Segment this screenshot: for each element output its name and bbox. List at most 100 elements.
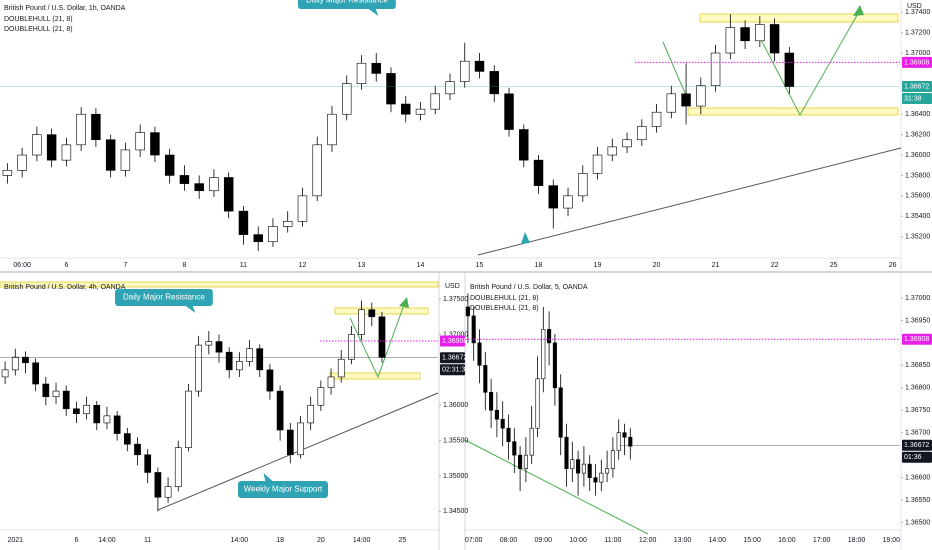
support-zone xyxy=(687,107,899,116)
candle-body xyxy=(337,358,345,378)
countdown-tag xyxy=(902,92,932,104)
candle-body xyxy=(327,113,337,146)
candle-body xyxy=(519,129,529,161)
candle-body xyxy=(622,139,632,148)
candle-body xyxy=(541,329,546,380)
y-tick-label: 1.36950 xyxy=(905,317,930,324)
candle-body xyxy=(548,185,559,209)
price-tag-label: 1.36908 xyxy=(904,336,929,343)
candle-body xyxy=(415,108,426,115)
x-tick-label: 20 xyxy=(317,537,325,544)
candle-body xyxy=(605,468,610,474)
x-tick-label: 20 xyxy=(653,262,661,269)
price-tag-label: 1.36672 xyxy=(904,442,929,449)
callout-pointer xyxy=(184,305,196,313)
drawings-bottom-right xyxy=(464,439,649,535)
candle-body xyxy=(32,362,40,385)
candle-body xyxy=(76,113,86,146)
candle-body xyxy=(238,210,249,235)
candle-body xyxy=(266,369,274,392)
candle-body xyxy=(1,369,9,378)
callout-box xyxy=(298,0,396,9)
price-tag xyxy=(902,56,932,68)
x-tick-label: 25 xyxy=(830,262,838,269)
x-tick-label: 6 xyxy=(74,537,78,544)
y-tick-label: 1.35600 xyxy=(905,193,930,200)
support-zone xyxy=(329,372,421,380)
y-tick-label: 1.37400 xyxy=(905,9,930,16)
candle-body xyxy=(500,418,505,429)
candle-body xyxy=(489,71,499,95)
candle-body xyxy=(465,306,470,317)
candle-body xyxy=(681,93,691,107)
candle-body xyxy=(282,221,293,227)
resistance-zone xyxy=(0,281,439,288)
candle-body xyxy=(378,316,386,358)
y-tick-label: 1.36000 xyxy=(443,402,468,409)
candle-body xyxy=(637,126,647,141)
callout-pointer xyxy=(367,8,379,16)
candle-body xyxy=(622,432,627,438)
y-tick-label: 1.36200 xyxy=(905,131,930,138)
x-tick-label: 08:00 xyxy=(500,537,518,544)
price-tag xyxy=(902,80,932,92)
candle-body xyxy=(185,390,192,449)
candle-body xyxy=(371,62,381,74)
candle-body xyxy=(610,450,615,469)
y-tick-label: 1.37000 xyxy=(443,331,468,338)
candle-body xyxy=(73,408,80,415)
y-tick-label: 1.36400 xyxy=(905,111,930,118)
candle-body xyxy=(386,73,396,105)
currency-label: USD xyxy=(445,283,460,290)
candle-body xyxy=(144,454,152,473)
candle-body xyxy=(576,459,581,474)
candle-body xyxy=(607,146,618,156)
candle-body xyxy=(194,183,204,192)
callout-pointer xyxy=(263,473,274,482)
x-tick-label: 14 xyxy=(417,262,425,269)
candle-body xyxy=(103,415,111,424)
chart-title: British Pound / U.S. Dollar, 1h, OANDA xyxy=(4,5,126,12)
candle-body xyxy=(246,348,253,362)
candle-body xyxy=(223,177,234,212)
candle-body xyxy=(563,195,573,209)
x-tick-label: 11:00 xyxy=(604,537,621,544)
price-tag-label: 1.36672 xyxy=(442,355,467,362)
indicator-label: DOUBLEHULL (21, 8) xyxy=(470,305,539,312)
indicator-label: DOUBLEHULL (21, 8) xyxy=(4,26,73,33)
indicator-label: DOUBLEHULL (21, 8) xyxy=(4,16,73,23)
candle-body xyxy=(46,134,57,161)
y-tick-label: 1.37200 xyxy=(905,29,930,36)
x-tick-label: 18:00 xyxy=(848,537,866,544)
x-tick-label: 15 xyxy=(476,262,484,269)
candle-body xyxy=(62,390,70,410)
candle-body xyxy=(17,154,27,171)
candle-body xyxy=(570,459,575,469)
candle-body xyxy=(286,429,294,456)
countdown-label: 31:38 xyxy=(904,95,922,102)
x-tick-label: 12 xyxy=(299,262,307,269)
candle-body xyxy=(471,315,476,344)
y-tick-label: 1.34500 xyxy=(443,508,468,515)
candle-body xyxy=(535,378,540,429)
candle-body xyxy=(32,134,42,156)
x-tick-label: 13 xyxy=(358,262,366,269)
candle-body xyxy=(547,329,552,344)
x-tick-label: 15:00 xyxy=(743,537,761,544)
x-tick-label: 26 xyxy=(889,262,897,269)
candle-body xyxy=(401,103,411,115)
candle-body xyxy=(474,60,485,72)
candle-body xyxy=(616,432,621,451)
callout-box xyxy=(115,289,213,306)
y-tick-label: 1.37500 xyxy=(443,296,468,303)
candle-body xyxy=(135,132,145,151)
projection-line xyxy=(662,41,689,101)
x-tick-label: 21 xyxy=(712,262,720,269)
candle-body xyxy=(529,427,534,456)
arrow-head xyxy=(399,297,409,308)
candle-body xyxy=(506,427,511,442)
candle-body xyxy=(725,27,736,54)
x-tick-label: 06:00 xyxy=(13,262,31,269)
candle-body xyxy=(164,486,172,498)
